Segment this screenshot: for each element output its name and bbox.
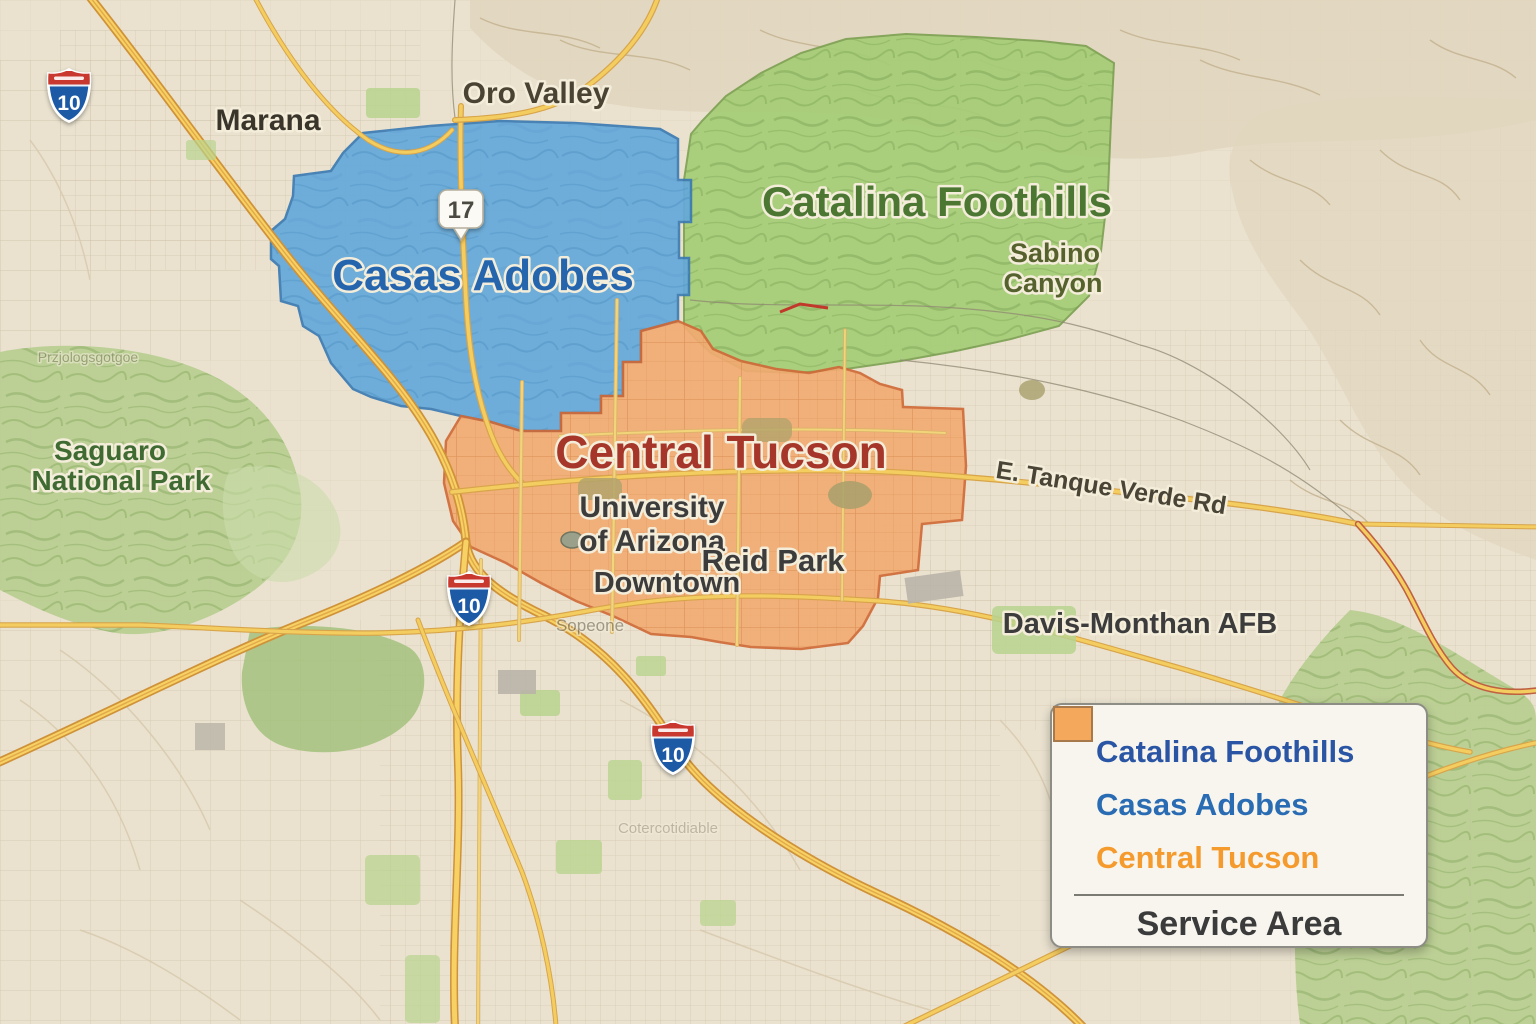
street-label: Przjologsgotgoe — [38, 349, 139, 365]
mountain-mass-east — [1229, 96, 1536, 560]
park-patch — [365, 855, 420, 905]
park-patch — [405, 955, 440, 1023]
label-saguaro-line2: National Park — [32, 465, 211, 496]
i10-shield-southeast: 10 — [650, 719, 696, 775]
region-central-tucson-grid-major — [444, 321, 966, 649]
park-patch — [520, 690, 560, 716]
label-downtown: Downtown — [594, 567, 741, 599]
legend-divider — [1074, 894, 1404, 896]
golf-course-patch — [742, 418, 792, 442]
highway-markers: 10 10 10 17 — [46, 67, 696, 775]
shield-band — [652, 723, 694, 739]
legend-swatch-orange — [1053, 706, 1093, 742]
region-catalina-foothills-texture — [684, 34, 1114, 373]
label-casas-adobes: Casas Adobes — [332, 251, 634, 300]
label-davis-monthan: Davis-Monthan AFB — [1003, 608, 1277, 640]
desert-washes — [19, 139, 1061, 1021]
university-dot — [560, 531, 584, 549]
park-patch — [700, 900, 736, 926]
park-patch — [608, 760, 642, 800]
label-marana: Marana — [215, 104, 320, 137]
freeway-i10-northwest — [86, 0, 471, 547]
red-road-accent — [779, 302, 829, 314]
pin-body — [438, 189, 484, 229]
park-patch — [556, 840, 602, 874]
label-university-line2: of Arizona — [579, 525, 725, 558]
label-saguaro-line1: Saguaro — [54, 435, 166, 466]
route-17-pin: 17 — [438, 189, 484, 242]
land-patches — [186, 88, 1076, 1023]
freeway-i10-southeast — [461, 537, 1087, 1024]
green-patch-southwest — [241, 625, 425, 753]
swatch-rect — [1053, 706, 1093, 742]
park-patch — [186, 140, 216, 160]
legend-row-casas-adobes: Casas Adobes — [1053, 706, 1426, 831]
golf-course-patch — [1019, 380, 1045, 400]
golf-course-patch — [578, 478, 622, 500]
legend-label-catalina-foothills: Catalina Foothills — [1096, 733, 1355, 769]
runway-patch — [904, 570, 964, 604]
saguaro-green-east — [222, 466, 341, 583]
i10-shield-central: 10 — [446, 570, 492, 626]
legend-panel: Catalina Foothills Casas Adobes Central … — [1050, 703, 1428, 948]
shield-number: 10 — [661, 744, 684, 767]
reid-park-green — [828, 481, 872, 509]
legend-label-casas-adobes: Casas Adobes — [1096, 786, 1309, 822]
street-grid-northwest — [0, 60, 240, 360]
park-patch — [366, 88, 420, 118]
label-sabino-line1: Sabino — [1010, 238, 1100, 268]
park-patch — [992, 606, 1076, 654]
label-university-line1: University — [579, 491, 724, 524]
legend-title: Service Area — [1136, 905, 1342, 943]
legend-row-catalina-foothills: Catalina Foothills — [1053, 706, 1426, 778]
street-label: Cotercotidiable — [618, 820, 718, 837]
gray-patch — [498, 670, 536, 694]
shield-number: 10 — [57, 92, 80, 115]
i10-shield-northwest: 10 — [46, 67, 92, 123]
shield-band — [448, 574, 490, 590]
label-catalina-foothills: Catalina Foothills — [762, 178, 1112, 225]
legend-row-central-tucson: Central Tucson — [1053, 706, 1426, 884]
saguaro-green-texture — [0, 345, 302, 635]
label-reid-park: Reid Park — [701, 543, 845, 578]
gray-patch — [195, 723, 225, 750]
legend-label-central-tucson: Central Tucson — [1096, 839, 1320, 875]
label-central-tucson: Central Tucson — [555, 426, 886, 478]
pin-number: 17 — [448, 197, 475, 224]
map-labels: Marana Oro Valley Casas Adobes Catalina … — [29, 75, 1280, 839]
shield-number: 10 — [457, 595, 480, 618]
park-patch — [636, 656, 666, 676]
street-label: Sopeone — [556, 616, 624, 635]
label-oro-valley: Oro Valley — [463, 77, 610, 110]
shield-band — [48, 71, 90, 87]
label-sabino-line2: Canyon — [1003, 268, 1102, 298]
minor-roads — [451, 0, 1359, 525]
